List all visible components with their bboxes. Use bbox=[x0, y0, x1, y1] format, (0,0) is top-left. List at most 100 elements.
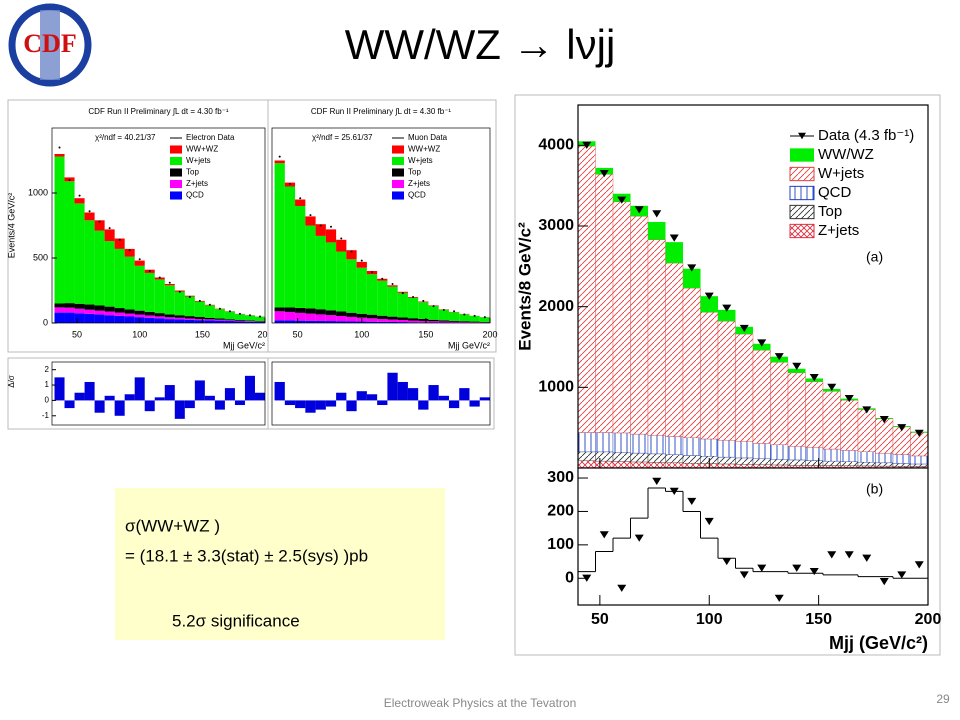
data-point bbox=[897, 424, 907, 432]
hist-bar bbox=[124, 256, 135, 310]
hist-bar bbox=[244, 321, 255, 322]
x-tick-label: 100 bbox=[354, 329, 369, 339]
hist-bar bbox=[164, 319, 175, 323]
result-box bbox=[115, 488, 445, 640]
hist-bar bbox=[74, 308, 85, 314]
hist-bar bbox=[74, 198, 85, 204]
residual-bar bbox=[194, 380, 205, 401]
data-point bbox=[391, 283, 394, 285]
hist-bar bbox=[295, 307, 306, 313]
x-tick-label: 50 bbox=[591, 611, 609, 628]
residual-frame bbox=[267, 357, 495, 430]
hist-bar bbox=[630, 461, 649, 469]
data-point bbox=[238, 312, 241, 315]
residual-point bbox=[844, 551, 854, 559]
legend-label: WW+WZ bbox=[186, 145, 218, 154]
hist-bar bbox=[104, 306, 115, 312]
hist-bar bbox=[875, 452, 894, 464]
hist-bar bbox=[612, 432, 631, 453]
plot-frame bbox=[51, 127, 266, 324]
hist-bar bbox=[717, 439, 736, 458]
hist-bar bbox=[438, 320, 449, 322]
hist-bar bbox=[770, 444, 789, 460]
residual-point bbox=[862, 554, 872, 562]
hist-bar bbox=[184, 319, 195, 323]
hist-bar bbox=[595, 174, 614, 433]
hist-bar bbox=[428, 319, 439, 322]
hist-bar bbox=[377, 280, 388, 316]
y-tick-label: 100 bbox=[547, 536, 574, 553]
hist-bar bbox=[665, 436, 684, 455]
chart-title: CDF Run II Preliminary ∫L dt = 4.30 fb⁻¹ bbox=[311, 107, 452, 116]
hist-bar bbox=[752, 458, 771, 465]
hist-bar bbox=[54, 156, 65, 304]
residual-bar bbox=[114, 400, 125, 416]
hist-bar bbox=[612, 452, 631, 462]
residual-point bbox=[914, 561, 924, 569]
legend-label: QCD bbox=[818, 184, 852, 201]
hist-bar bbox=[134, 314, 145, 318]
hist-bar bbox=[94, 310, 105, 315]
residual-bar bbox=[84, 381, 95, 401]
hist-bar bbox=[717, 463, 736, 469]
data-point bbox=[757, 339, 767, 347]
y-tick-label: -1 bbox=[42, 411, 50, 420]
hist-bar bbox=[682, 437, 701, 456]
hist-bar bbox=[315, 224, 326, 236]
hist-bar bbox=[274, 311, 285, 321]
hist-bar bbox=[254, 321, 265, 322]
residual-bar bbox=[74, 392, 85, 401]
x-tick-label: 200 bbox=[482, 329, 497, 339]
hist-bar bbox=[295, 320, 306, 323]
hist-bar bbox=[875, 418, 894, 454]
residual-bar bbox=[284, 400, 296, 406]
residual-point bbox=[827, 551, 837, 559]
residual-point bbox=[722, 557, 732, 566]
hist-bar bbox=[366, 321, 378, 323]
hist-bar bbox=[595, 451, 614, 462]
data-point bbox=[108, 227, 111, 230]
legend-swatch bbox=[789, 166, 815, 182]
residual-bar bbox=[315, 400, 326, 410]
hist-bar bbox=[438, 321, 449, 323]
hist-bar bbox=[683, 268, 701, 289]
hist-bar bbox=[114, 315, 125, 323]
hist-bar bbox=[612, 201, 631, 434]
data-point bbox=[809, 374, 819, 382]
hist-bar bbox=[234, 320, 245, 321]
data-point bbox=[88, 210, 91, 213]
annotation: χ²/ndf = 40.21/37 bbox=[95, 133, 156, 142]
hist-bar bbox=[124, 316, 135, 323]
hist-bar bbox=[612, 461, 631, 469]
data-point bbox=[879, 416, 889, 424]
residual-bar bbox=[448, 400, 460, 409]
hist-bar bbox=[407, 318, 419, 321]
legend-label: W+jets bbox=[186, 156, 211, 165]
data-point bbox=[704, 292, 714, 300]
hist-bar bbox=[164, 317, 175, 320]
residual-point bbox=[704, 517, 714, 526]
hist-bar bbox=[700, 312, 719, 440]
x-tick-label: 50 bbox=[293, 329, 303, 339]
hist-bar bbox=[822, 391, 841, 450]
hist-bar bbox=[647, 462, 666, 469]
hist-bar bbox=[875, 462, 894, 467]
hist-bar bbox=[397, 292, 408, 318]
data-point bbox=[329, 225, 332, 228]
hist-bar bbox=[305, 216, 316, 226]
legend-label: Top bbox=[818, 203, 842, 220]
legend-swatch bbox=[170, 168, 182, 177]
hist-bar bbox=[295, 206, 306, 308]
hist-bar bbox=[94, 230, 105, 306]
hist-bar bbox=[184, 318, 195, 320]
hist-bar bbox=[254, 321, 265, 323]
hist-bar bbox=[284, 186, 296, 308]
residual-bar bbox=[54, 377, 65, 401]
hist-bar bbox=[822, 448, 841, 462]
residual-point bbox=[634, 534, 644, 542]
hist-bar bbox=[857, 462, 876, 467]
hist-bar bbox=[325, 242, 337, 311]
hist-bar bbox=[857, 409, 876, 452]
hist-bar bbox=[377, 315, 388, 319]
